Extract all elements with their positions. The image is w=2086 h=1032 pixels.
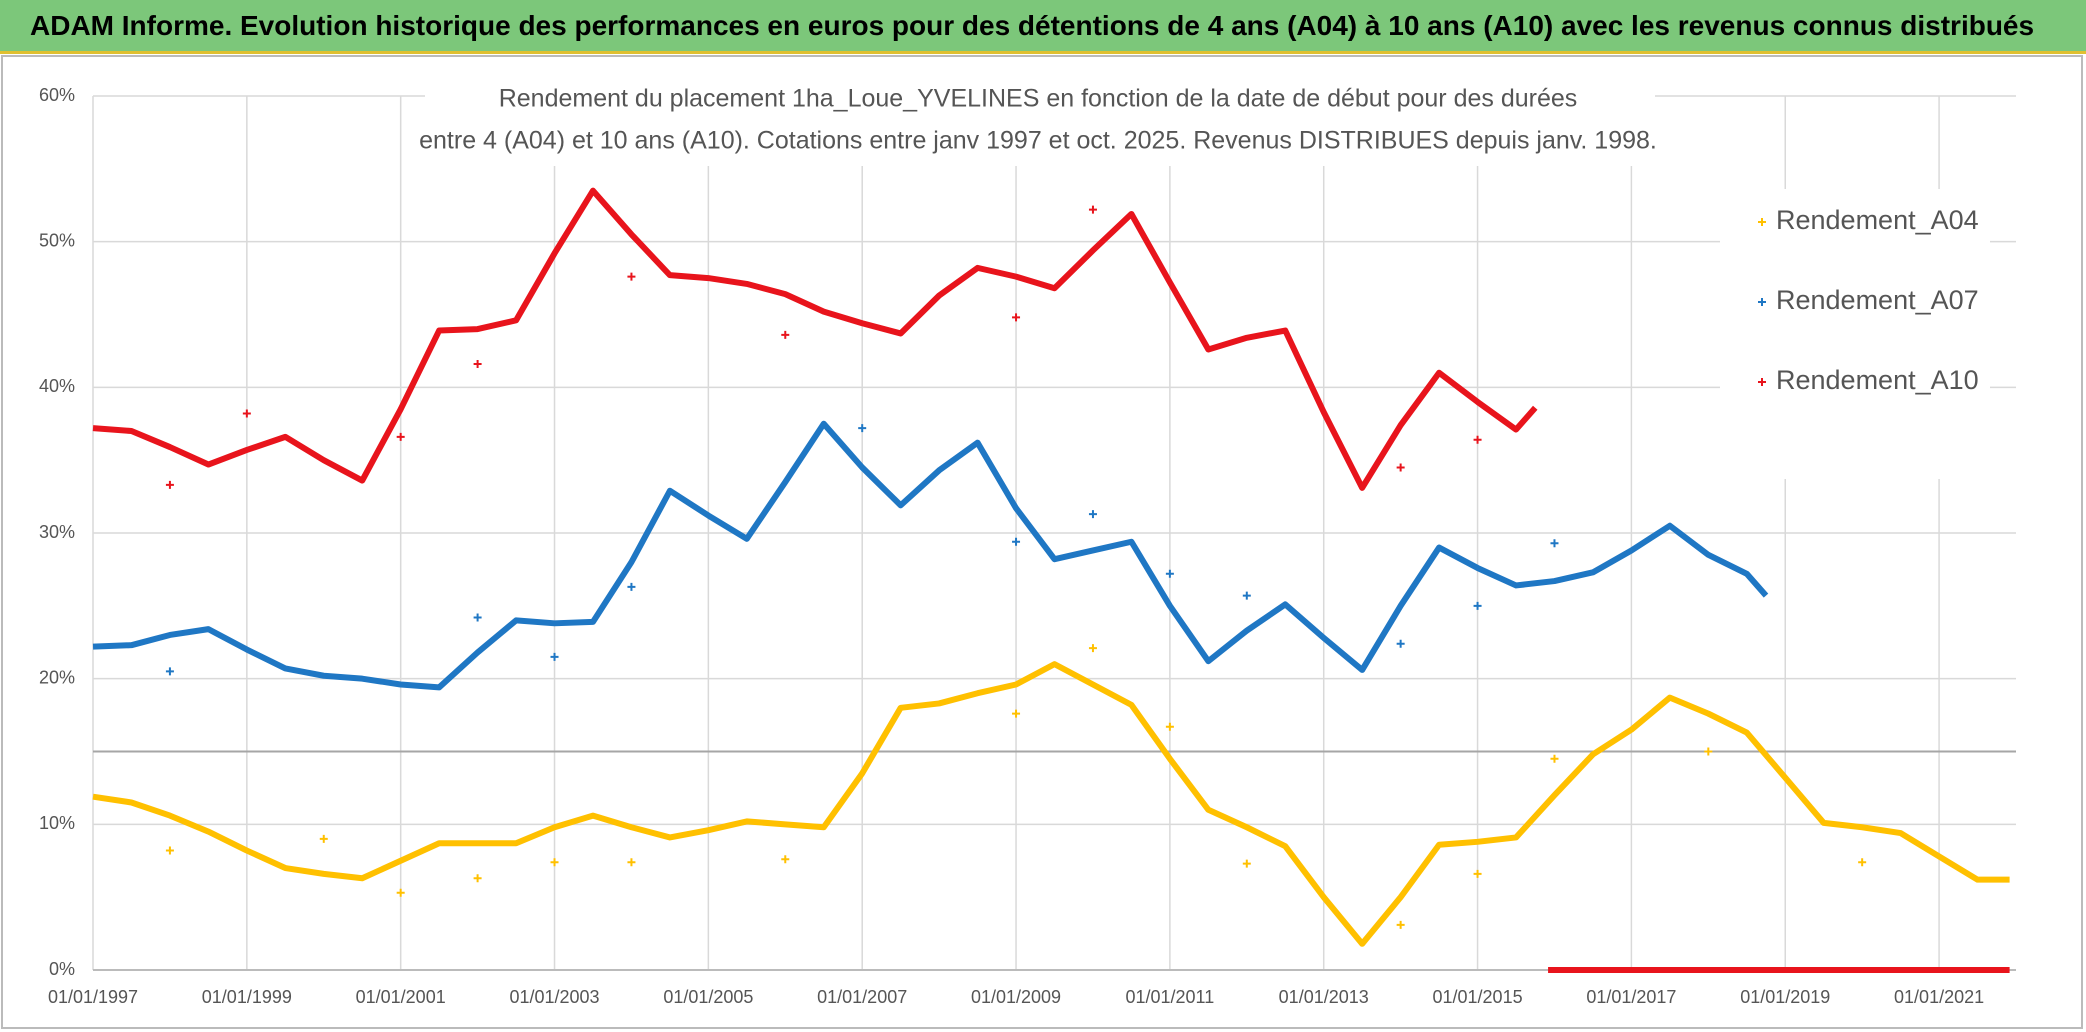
- y-tick-label: 30%: [39, 522, 75, 542]
- x-tick-label: 01/01/2007: [817, 987, 907, 1007]
- outlier-marker: [627, 272, 636, 281]
- outlier-marker: [550, 652, 559, 661]
- outlier-marker: [1242, 591, 1251, 600]
- outlier-marker: [1165, 722, 1174, 731]
- outlier-marker: [165, 846, 174, 855]
- outlier-marker: [550, 858, 559, 867]
- outlier-marker: [165, 667, 174, 676]
- outlier-marker: [1012, 313, 1021, 322]
- outlier-marker: [473, 874, 482, 883]
- header-title: ADAM Informe. Evolution historique des p…: [0, 0, 2086, 54]
- y-tick-label: 0%: [49, 959, 75, 979]
- outlier-marker: [1858, 858, 1867, 867]
- series-line: [92, 661, 2010, 947]
- y-tick-label: 50%: [39, 230, 75, 250]
- y-tick-label: 60%: [39, 85, 75, 105]
- x-tick-label: 01/01/2021: [1894, 987, 1984, 1007]
- y-tick-label: 40%: [39, 376, 75, 396]
- outlier-marker: [781, 330, 790, 339]
- outlier-marker: [1165, 569, 1174, 578]
- outlier-marker: [1088, 205, 1097, 214]
- outlier-marker: [473, 360, 482, 369]
- chart: 0% 10% 20% 30% 40% 50% 60% 01/01/1997 01/01/1999…: [1, 55, 2083, 1029]
- chart-title: entre 4 (A04) et 10 ans (A10). Cotations…: [419, 127, 1657, 155]
- x-tick-label: 01/01/2013: [1279, 987, 1369, 1007]
- outlier-marker: [1396, 463, 1405, 472]
- outlier-marker: [1088, 644, 1097, 653]
- legend-label: Rendement_A10: [1776, 365, 1979, 395]
- x-tick-label: 01/01/2015: [1433, 987, 1523, 1007]
- y-tick-label: 10%: [39, 813, 75, 833]
- outlier-marker: [1012, 709, 1021, 718]
- outlier-marker: [396, 432, 405, 441]
- outlier-marker: [627, 858, 636, 867]
- x-tick-label: 01/01/2019: [1740, 987, 1830, 1007]
- outlier-marker: [1473, 435, 1482, 444]
- outlier-marker: [242, 409, 251, 418]
- outlier-marker: [858, 424, 867, 433]
- outlier-marker: [1473, 869, 1482, 878]
- outlier-marker: [1242, 859, 1251, 868]
- outlier-marker: [165, 480, 174, 489]
- outlier-marker: [1396, 639, 1405, 648]
- series-line: [92, 420, 1769, 691]
- legend-marker: [1758, 298, 1766, 306]
- outlier-marker: [396, 888, 405, 897]
- legend-marker: [1758, 218, 1766, 226]
- x-tick-label: 01/01/2005: [663, 987, 753, 1007]
- chart-frame: [1, 55, 2083, 1029]
- outlier-marker: [1704, 747, 1713, 756]
- x-tick-label: 01/01/2001: [356, 987, 446, 1007]
- outlier-marker: [1396, 920, 1405, 929]
- legend-label: Rendement_A04: [1776, 205, 1979, 235]
- legend-label: Rendement_A07: [1776, 285, 1979, 315]
- legend-marker: [1758, 378, 1766, 386]
- x-tick-label: 01/01/1997: [48, 987, 138, 1007]
- chart-title: Rendement du placement 1ha_Loue_YVELINES…: [499, 85, 1578, 113]
- x-tick-label: 01/01/2003: [509, 987, 599, 1007]
- outlier-marker: [1550, 539, 1559, 548]
- outlier-marker: [781, 855, 790, 864]
- outlier-marker: [1473, 601, 1482, 610]
- outlier-marker: [1088, 510, 1097, 519]
- x-tick-label: 01/01/2011: [1125, 987, 1214, 1007]
- y-tick-label: 20%: [39, 667, 75, 687]
- outlier-marker: [1550, 754, 1559, 763]
- outlier-marker: [1012, 537, 1021, 546]
- x-tick-label: 01/01/2009: [971, 987, 1061, 1007]
- legend-background: [1720, 189, 1990, 479]
- outlier-marker: [319, 834, 328, 843]
- x-tick-label: 01/01/2017: [1586, 987, 1676, 1007]
- outlier-marker: [627, 582, 636, 591]
- series-line: [92, 187, 1538, 491]
- title-background: [425, 76, 1655, 166]
- outlier-marker: [473, 613, 482, 622]
- x-tick-label: 01/01/1999: [202, 987, 292, 1007]
